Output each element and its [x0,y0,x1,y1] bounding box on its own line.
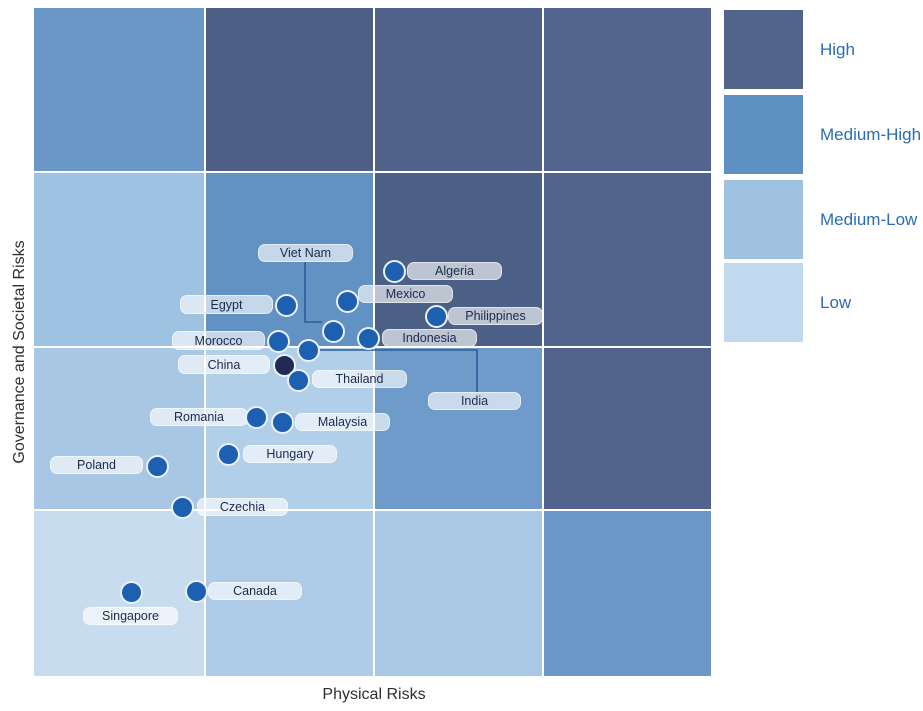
matrix-cell-r3c1 [34,347,205,510]
country-dot-viet-nam[interactable] [321,319,345,343]
matrix-cell-r1c3 [374,8,543,172]
gridline-horizontal-3 [34,509,711,511]
country-label-philippines: Philippines [448,307,543,325]
country-dot-morocco[interactable] [266,329,290,353]
country-dot-czechia[interactable] [170,495,194,519]
legend-swatch-medium-low [724,180,803,259]
country-label-india: India [428,392,521,410]
country-label-algeria: Algeria [407,262,502,280]
legend-swatch-low [724,263,803,342]
x-axis-label: Physical Risks [322,686,426,703]
matrix-cell-r4c3 [374,510,543,676]
country-dot-romania[interactable] [244,405,268,429]
country-label-egypt: Egypt [180,295,273,314]
matrix-cell-r2c4 [543,172,711,347]
country-label-china: China [178,355,270,374]
country-dot-hungary[interactable] [216,442,240,466]
matrix-cell-r2c1 [34,172,205,347]
matrix-cell-r1c1 [34,8,205,172]
legend-label-medium-high: Medium-High [820,124,922,144]
country-dot-egypt[interactable] [274,293,298,317]
country-label-hungary: Hungary [243,445,337,463]
country-label-thailand: Thailand [312,370,407,388]
country-dot-poland[interactable] [145,454,169,478]
legend-label-low: Low [820,292,852,312]
matrix-cell-r3c4 [543,347,711,510]
country-dot-india[interactable] [296,338,320,362]
country-label-viet-nam: Viet Nam [258,244,353,262]
country-dot-china[interactable] [272,353,296,377]
gridline-horizontal-1 [34,171,711,173]
country-dot-philippines[interactable] [424,304,448,328]
country-dot-indonesia[interactable] [356,326,380,350]
legend-label-medium-low: Medium-Low [820,209,918,229]
country-label-romania: Romania [150,408,248,426]
country-dot-canada[interactable] [184,579,208,603]
y-axis-label: Governance and Societal Risks [11,240,28,464]
country-dot-malaysia[interactable] [270,410,294,434]
gridline-vertical-3 [542,8,544,676]
country-dot-mexico[interactable] [335,289,359,313]
matrix-cell-r1c4 [543,8,711,172]
country-label-morocco: Morocco [172,331,265,350]
country-dot-singapore[interactable] [119,580,143,604]
legend-swatch-high [724,10,803,89]
country-dot-thailand[interactable] [286,368,310,392]
legend-swatch-medium-high [724,95,803,174]
country-label-malaysia: Malaysia [295,413,390,431]
country-label-singapore: Singapore [83,607,178,625]
country-label-mexico: Mexico [358,285,453,303]
matrix-cell-r4c4 [543,510,711,676]
matrix-cell-r1c2 [205,8,374,172]
country-label-czechia: Czechia [197,498,288,516]
legend-label-high: High [820,39,855,59]
country-dot-algeria[interactable] [382,259,406,283]
country-label-poland: Poland [50,456,143,474]
country-label-indonesia: Indonesia [382,329,477,347]
country-label-canada: Canada [208,582,302,600]
